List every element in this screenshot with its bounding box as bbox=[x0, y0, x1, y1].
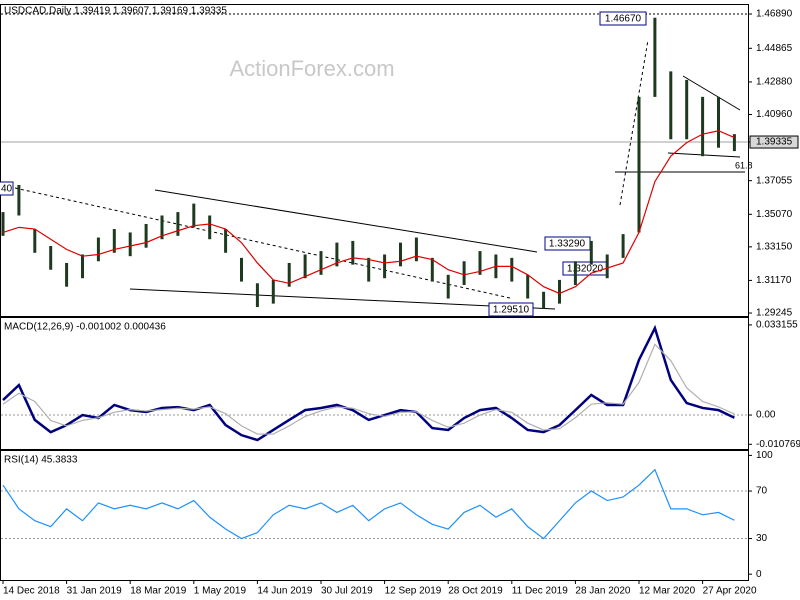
annotation: 1.29510 bbox=[493, 305, 530, 316]
x-tick-label: 18 Mar 2019 bbox=[130, 586, 187, 597]
x-tick-label: 1 May 2019 bbox=[194, 586, 247, 597]
y-tick-label: 1.44865 bbox=[756, 43, 793, 54]
x-tick-label: 11 Dec 2019 bbox=[512, 586, 568, 597]
price-title: USDCAD,Daily 1.39419 1.39607 1.39169 1.3… bbox=[4, 6, 227, 17]
y-tick-label: 1.31170 bbox=[756, 275, 792, 286]
y-tick-label: 1.35070 bbox=[756, 209, 793, 220]
annotation: 40 bbox=[1, 184, 13, 195]
indicator-line bbox=[2, 324, 735, 442]
annotation: 1.32020 bbox=[567, 264, 604, 275]
y-tick-label: 1.42880 bbox=[756, 77, 793, 88]
annotation-box bbox=[488, 302, 534, 317]
x-tick-label: 28 Jan 2020 bbox=[575, 586, 630, 597]
annotation-box bbox=[599, 11, 647, 26]
indicator-line bbox=[2, 343, 735, 435]
rsi-panel bbox=[0, 450, 749, 581]
x-tick-label: 12 Sep 2019 bbox=[385, 586, 442, 597]
y-tick-label: 1.39335 bbox=[756, 137, 793, 148]
macd-title: MACD(12,26,9) -0.001002 0.000436 bbox=[4, 322, 166, 333]
x-tick-label: 14 Jun 2019 bbox=[257, 586, 312, 597]
x-tick-label: 30 Jul 2019 bbox=[321, 586, 373, 597]
rsi-title: RSI(14) 45.3833 bbox=[4, 455, 78, 466]
y-tick-label: 0.033155 bbox=[756, 320, 798, 331]
y-tick-label: 1.46890 bbox=[756, 9, 793, 20]
y-tick-label: 70 bbox=[756, 486, 768, 497]
trend-line bbox=[619, 39, 649, 206]
trend-line bbox=[14, 187, 511, 299]
x-tick-label: 12 Mar 2020 bbox=[639, 586, 696, 597]
y-tick-label: 0 bbox=[756, 569, 762, 580]
annotation-box bbox=[0, 181, 14, 196]
y-tick-label: 1.33150 bbox=[756, 241, 793, 252]
current-price-box bbox=[749, 135, 799, 149]
x-tick-label: 14 Dec 2018 bbox=[3, 586, 60, 597]
y-tick-label: 1.37055 bbox=[756, 175, 793, 186]
y-tick-label: 100 bbox=[756, 450, 773, 461]
macd-panel bbox=[0, 317, 749, 450]
trend-line bbox=[154, 189, 538, 253]
trend-line bbox=[129, 288, 556, 310]
annotation: 1.46670 bbox=[605, 14, 642, 25]
x-tick-label: 27 Apr 2020 bbox=[703, 586, 757, 597]
x-tick-label: 28 Oct 2019 bbox=[448, 586, 503, 597]
y-tick-label: 30 bbox=[756, 533, 768, 544]
x-tick-label: 31 Jan 2019 bbox=[67, 586, 122, 597]
y-tick-label: -0.010769 bbox=[756, 439, 800, 450]
y-tick-label: 0.00 bbox=[756, 410, 776, 421]
price-panel bbox=[0, 4, 749, 317]
trend-line bbox=[682, 75, 741, 111]
y-tick-label: 1.29245 bbox=[756, 308, 793, 319]
moving-average bbox=[2, 130, 735, 295]
annotation: 1.33290 bbox=[549, 239, 586, 250]
y-tick-label: 1.40960 bbox=[756, 109, 793, 120]
annotation: 61.8 bbox=[735, 160, 753, 170]
watermark: ActionForex.com bbox=[229, 56, 394, 81]
indicator-line bbox=[2, 468, 735, 540]
